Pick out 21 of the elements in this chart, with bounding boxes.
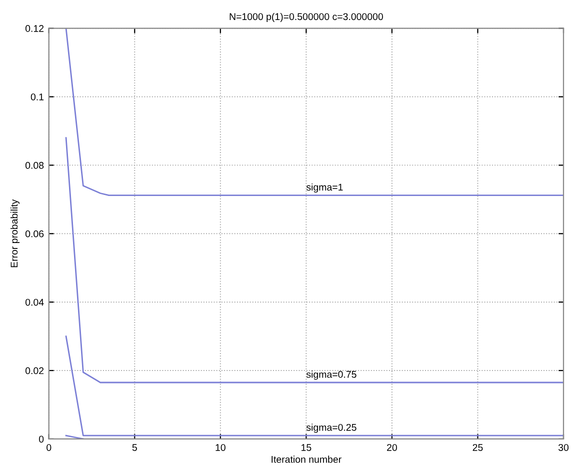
x-tick-label: 0 [46,444,52,451]
y-tick-label: 0.08 [25,162,44,169]
series-label: sigma=1 [306,183,343,193]
chart-title: N=1000 p(1)=0.500000 c=3.000000 [230,12,383,22]
x-tick-label: 5 [132,444,137,451]
x-tick-label: 25 [472,444,483,451]
series-label: sigma=0.75 [306,370,356,380]
x-tick-label: 30 [558,444,569,451]
series-label: sigma=0.25 [306,424,356,433]
y-tick-label: 0 [38,436,44,443]
y-tick-label: 0.04 [25,298,44,306]
line-series [65,28,564,196]
y-tick-label: 0.02 [25,367,44,374]
y-axis-title: Error probability [10,199,20,268]
y-tick-label: 0.06 [25,230,44,238]
y-tick-label: 0.1 [30,93,44,100]
x-tick-label: 10 [216,444,226,451]
y-tick-label: 0.12 [25,25,44,32]
x-tick-label: 20 [387,444,397,451]
x-tick-label: 15 [302,444,312,451]
x-axis-title: Iteration number [272,456,342,463]
